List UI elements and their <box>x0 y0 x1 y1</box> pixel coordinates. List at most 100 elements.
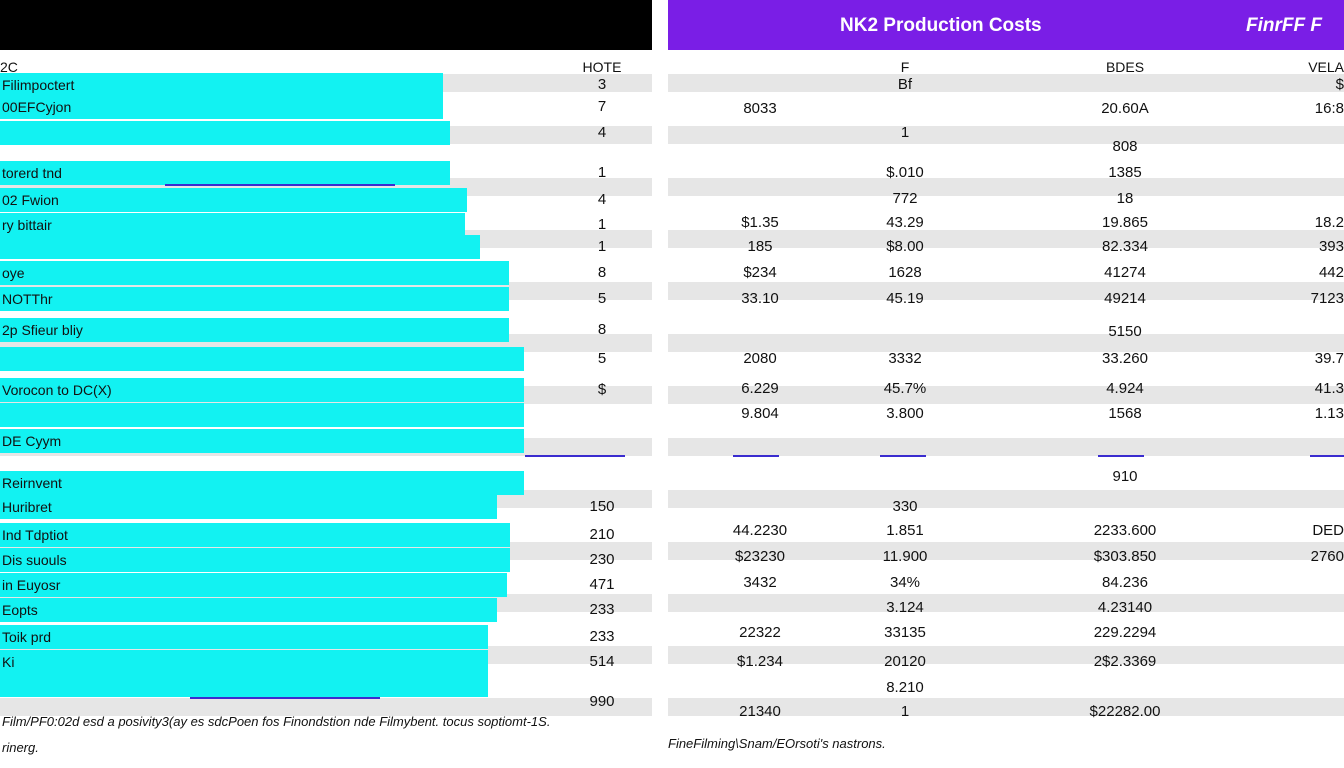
row-value: 514 <box>589 653 615 670</box>
row-stripe <box>668 490 1344 508</box>
cyan-bar <box>0 261 509 285</box>
cell: $8.00 <box>886 238 924 255</box>
cell: $234 <box>743 264 777 281</box>
row-value: 990 <box>589 693 615 710</box>
row-label: 2p Sfieur bliy <box>2 322 83 338</box>
cyan-bar <box>0 573 507 597</box>
row-label: Vorocon to DC(X) <box>2 382 112 398</box>
cell: 1 <box>900 124 910 141</box>
footer-text: Film/PF0:02d esd a posivity3(ay es sdcPo… <box>2 714 551 729</box>
cell: 9.804 <box>741 405 779 422</box>
row-stripe <box>0 698 652 716</box>
cell: 45.19 <box>886 290 924 307</box>
cell: 34% <box>889 574 921 591</box>
row-label: Ki <box>2 654 15 670</box>
cell: 4.23140 <box>1097 599 1153 616</box>
cell: $.010 <box>886 164 924 181</box>
row-value: 4 <box>597 124 607 141</box>
cell: 41274 <box>1104 264 1146 281</box>
row-value: 150 <box>589 498 615 515</box>
cell: 18 <box>1116 190 1134 207</box>
row-value: 3 <box>597 76 607 93</box>
cell: 1628 <box>888 264 922 281</box>
row-label: Dis suouls <box>2 552 67 568</box>
cyan-bar <box>0 188 467 212</box>
cyan-bar <box>0 650 488 674</box>
cell: 33.260 <box>1102 350 1148 367</box>
cell: 910 <box>1112 468 1138 485</box>
row-value: 8 <box>597 321 607 338</box>
cell: 330 <box>892 498 918 515</box>
cell: 5150 <box>1108 323 1142 340</box>
cyan-bar <box>0 625 488 649</box>
cell: 82.334 <box>1102 238 1148 255</box>
cell: 442 <box>1318 264 1344 281</box>
row-label: Eopts <box>2 602 38 618</box>
cell: 1568 <box>1108 405 1142 422</box>
row-stripe <box>668 542 1344 560</box>
row-value: 471 <box>589 576 615 593</box>
left-header-bar <box>0 0 652 50</box>
cell: $1.35 <box>741 214 779 231</box>
row-label: ry bittair <box>2 217 52 233</box>
cyan-bar <box>0 471 524 495</box>
row-label: Ind Tdptiot <box>2 527 68 543</box>
cell: 3332 <box>888 350 922 367</box>
cell: 772 <box>892 190 918 207</box>
row-value: 233 <box>589 628 615 645</box>
cell: $303.850 <box>1093 548 1157 565</box>
cell: 3.800 <box>886 405 924 422</box>
cyan-bar <box>0 73 443 97</box>
row-label: Huribret <box>2 499 52 515</box>
cell: Bf <box>897 76 913 93</box>
row-value: 233 <box>589 601 615 618</box>
column-header: BDES <box>1105 59 1145 75</box>
cell: 19.865 <box>1102 214 1148 231</box>
cell: 1.13 <box>1314 405 1344 422</box>
column-header: HOTE <box>582 59 622 75</box>
row-value: 1 <box>597 216 607 233</box>
cyan-bar <box>0 318 509 342</box>
underline <box>525 455 625 457</box>
row-value: 230 <box>589 551 615 568</box>
cell: 49214 <box>1104 290 1146 307</box>
cyan-bar <box>0 95 443 119</box>
cell: 18.2 <box>1314 214 1344 231</box>
column-header: 2C <box>0 59 18 75</box>
row-label: NOTThr <box>2 291 53 307</box>
column-header: VELA <box>1308 59 1344 75</box>
cell: 2080 <box>743 350 777 367</box>
row-value: 1 <box>597 238 607 255</box>
cell: 2760 <box>1310 548 1344 565</box>
row-label: 02 Fwion <box>2 192 59 208</box>
row-value: 5 <box>597 290 607 307</box>
row-value: 210 <box>589 526 615 543</box>
cell: 8033 <box>743 100 777 117</box>
row-stripe <box>668 282 1344 300</box>
row-value: 5 <box>597 350 607 367</box>
row-value: 1 <box>597 164 607 181</box>
cell: 185 <box>747 238 773 255</box>
underline <box>880 455 926 457</box>
column-header: F <box>900 59 910 75</box>
panel-title: NK2 Production Costs <box>840 15 1042 36</box>
cell: 1 <box>900 703 910 720</box>
cell: $ <box>1335 76 1344 93</box>
cell: $22282.00 <box>1089 703 1161 720</box>
cell: 808 <box>1112 138 1138 155</box>
cyan-bar <box>0 673 488 697</box>
cell: 3.124 <box>886 599 924 616</box>
cyan-bar <box>0 347 524 371</box>
cell: 16:8 <box>1314 100 1344 117</box>
cyan-bar <box>0 287 509 311</box>
row-label: Toik prd <box>2 629 52 645</box>
row-label: Reirnvent <box>2 475 62 491</box>
cell: 20120 <box>884 653 926 670</box>
cell: 2233.600 <box>1093 522 1157 539</box>
cell: 229.2294 <box>1093 624 1157 641</box>
footer-text: FineFilming\Snam/EOrsoti's nastrons. <box>668 736 886 751</box>
row-stripe <box>668 126 1344 144</box>
underline <box>733 455 779 457</box>
row-label: oye <box>2 265 25 281</box>
